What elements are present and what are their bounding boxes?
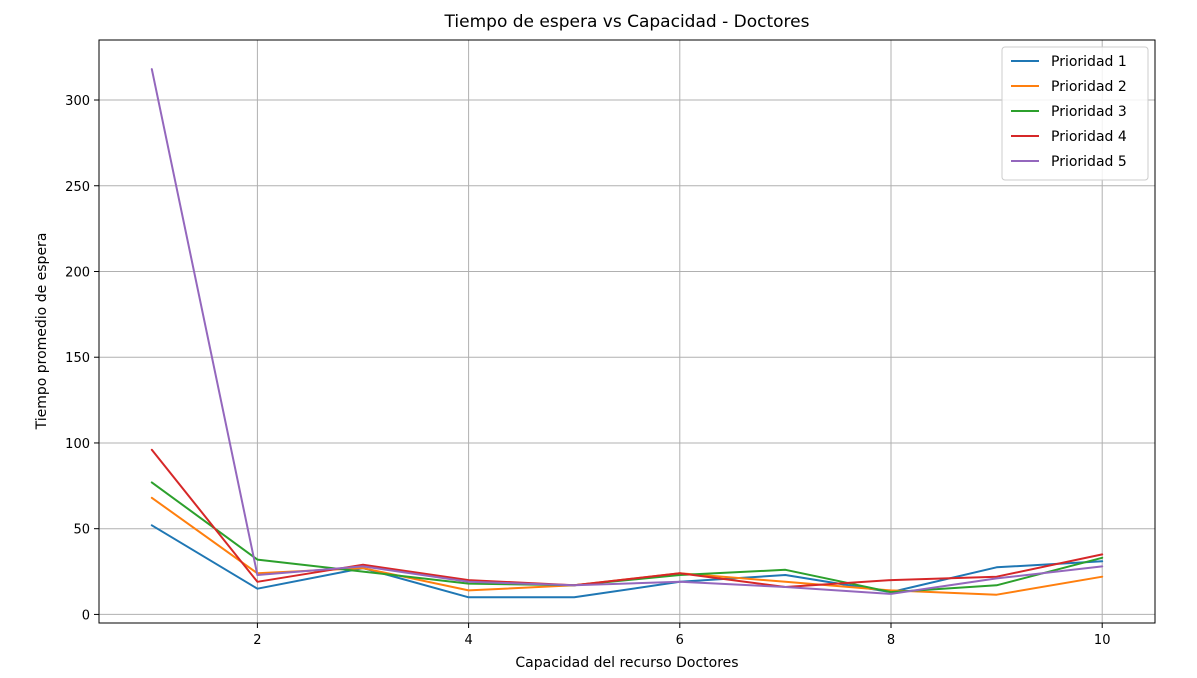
y-tick-label: 100 — [65, 437, 90, 452]
legend-label: Prioridad 5 — [1051, 154, 1127, 170]
legend: Prioridad 1 Prioridad 2 Prioridad 3 Priorid… — [1001, 46, 1149, 181]
x-tick-label: 6 — [676, 633, 684, 648]
legend-box — [1001, 46, 1149, 181]
x-tick-label: 4 — [464, 633, 472, 648]
x-axis-ticks: 2 4 6 8 10 — [253, 623, 1110, 648]
y-tick-label: 250 — [65, 180, 90, 195]
x-axis-label: Capacidad del recurso Doctores — [515, 655, 738, 671]
y-axis-ticks: 0 50 100 150 200 250 300 — [65, 94, 99, 623]
x-tick-label: 2 — [253, 633, 261, 648]
series-lines — [150, 68, 1104, 599]
chart-title: Tiempo de espera vs Capacidad - Doctores — [444, 12, 810, 32]
x-tick-label: 8 — [887, 633, 895, 648]
plot-frame — [98, 39, 1156, 624]
series-line-prioridad-1 — [150, 524, 1104, 599]
y-tick-label: 150 — [65, 351, 90, 366]
legend-label: Prioridad 2 — [1051, 79, 1127, 95]
y-tick-label: 50 — [73, 523, 90, 538]
y-tick-label: 300 — [65, 94, 90, 109]
x-tick-label: 10 — [1094, 633, 1111, 648]
series-line-prioridad-5 — [150, 68, 1104, 595]
y-axis-label: Tiempo promedio de espera — [34, 233, 50, 431]
y-tick-label: 200 — [65, 265, 90, 280]
series-line-prioridad-4 — [150, 448, 1104, 588]
legend-label: Prioridad 1 — [1051, 54, 1127, 70]
legend-label: Prioridad 3 — [1051, 104, 1127, 120]
grid — [99, 40, 1155, 623]
legend-label: Prioridad 4 — [1051, 129, 1127, 145]
y-tick-label: 0 — [82, 608, 90, 623]
